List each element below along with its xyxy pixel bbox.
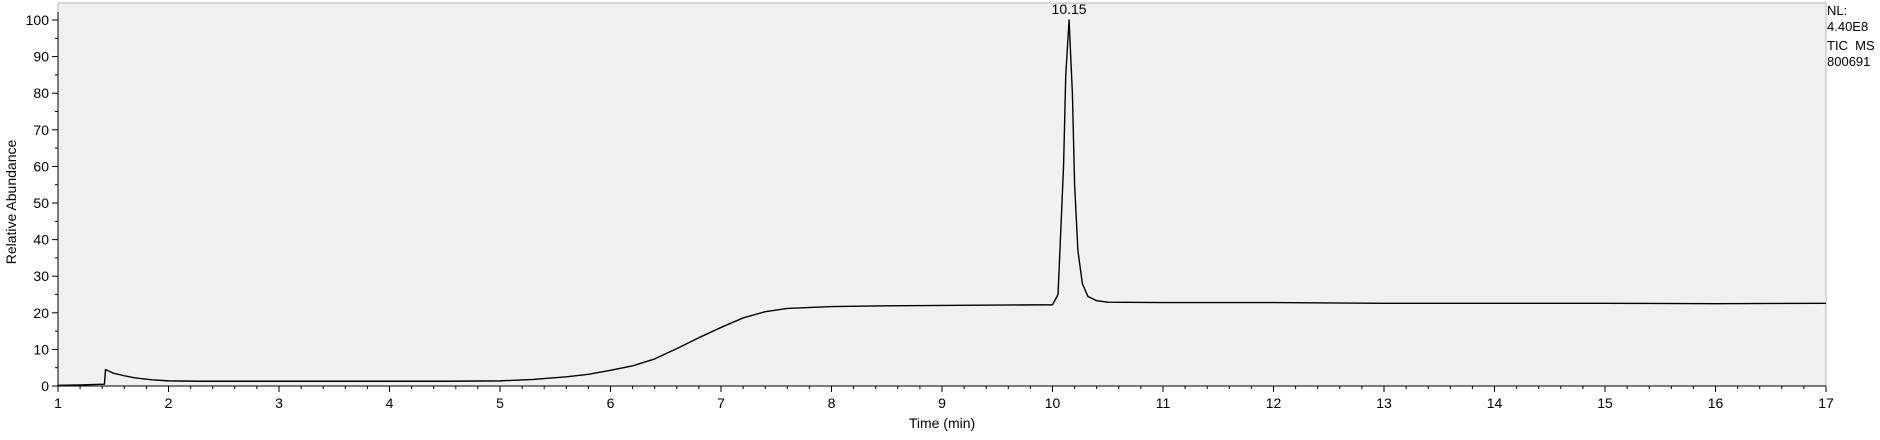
tic-trace bbox=[57, 19, 1827, 386]
x-tick-label: 6 bbox=[607, 395, 615, 411]
y-tick-label: 80 bbox=[33, 85, 49, 101]
x-tick-label: 3 bbox=[275, 395, 283, 411]
y-tick-label: 60 bbox=[33, 158, 49, 174]
x-tick-label: 10 bbox=[1045, 395, 1061, 411]
peak-label: 10.15 bbox=[1052, 1, 1087, 17]
x-tick-label: 16 bbox=[1708, 395, 1724, 411]
y-tick-label: 100 bbox=[26, 12, 50, 28]
x-tick-label: 4 bbox=[386, 395, 394, 411]
x-tick-label: 17 bbox=[1818, 395, 1834, 411]
x-tick-label: 12 bbox=[1266, 395, 1282, 411]
x-tick-label: 5 bbox=[496, 395, 504, 411]
x-tick-label: 13 bbox=[1376, 395, 1392, 411]
y-tick-label: 70 bbox=[33, 122, 49, 138]
x-tick-label: 8 bbox=[828, 395, 836, 411]
y-axis-title: Relative Abundance bbox=[3, 140, 19, 265]
x-tick-label: 11 bbox=[1156, 395, 1171, 411]
file-id: 800691 bbox=[1827, 54, 1870, 69]
y-tick-label: 0 bbox=[41, 378, 49, 394]
tick-labels: 1 2 3 4 5 6 7 8 9 10 11 12 13 14 15 16 17010203040506070… bbox=[26, 12, 1834, 411]
y-tick-label: 40 bbox=[33, 232, 49, 248]
x-tick-label: 14 bbox=[1487, 395, 1503, 411]
y-tick-label: 10 bbox=[33, 341, 49, 357]
x-axis-title: Time (min) bbox=[909, 415, 975, 431]
axis-ticks bbox=[52, 12, 1827, 392]
scan-filter: TIC MS bbox=[1827, 38, 1875, 53]
nl-value: 4.40E8 bbox=[1827, 19, 1868, 34]
y-tick-label: 20 bbox=[33, 305, 49, 321]
y-tick-label: 90 bbox=[33, 49, 49, 65]
y-tick-label: 30 bbox=[33, 268, 49, 284]
plot-area bbox=[57, 2, 1827, 387]
nl-label: NL: bbox=[1827, 3, 1847, 18]
x-tick-label: 2 bbox=[165, 395, 173, 411]
x-tick-label: 1 bbox=[54, 395, 62, 411]
x-tick-label: 9 bbox=[938, 395, 946, 411]
x-tick-label: 7 bbox=[717, 395, 725, 411]
y-tick-label: 50 bbox=[33, 195, 49, 211]
x-tick-label: 15 bbox=[1597, 395, 1613, 411]
